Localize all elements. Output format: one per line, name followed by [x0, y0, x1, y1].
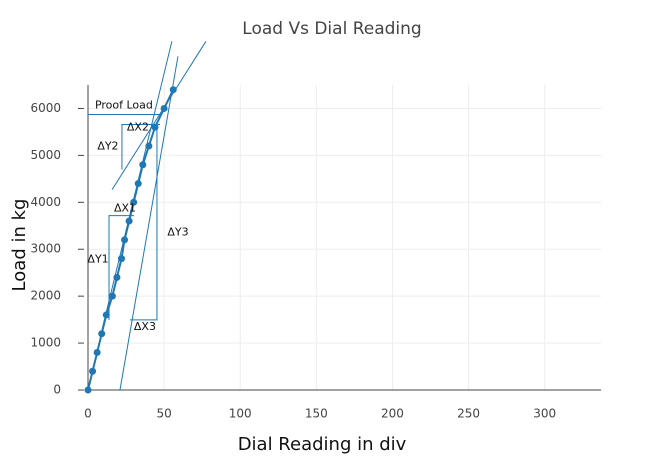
data-point [169, 86, 177, 94]
reference-line [111, 41, 207, 190]
x-tick-label: 100 [229, 407, 252, 421]
data-point [125, 217, 133, 225]
data-point [121, 236, 129, 244]
data-point [130, 198, 138, 206]
annotation: ΔX2 [127, 120, 149, 133]
y-tick-label: 6000 [30, 101, 61, 115]
y-tick-label: 1000 [30, 336, 61, 350]
annotation: ΔY1 [87, 253, 108, 266]
reference-line [130, 124, 158, 321]
reference-line [108, 215, 134, 320]
data-point [117, 255, 125, 263]
annotation: ΔY3 [167, 226, 188, 239]
x-tick-label: 200 [381, 407, 404, 421]
x-tick-label: 50 [156, 407, 171, 421]
data-point [93, 348, 101, 356]
annotation: Proof Load [95, 98, 153, 111]
y-tick-label: 5000 [30, 148, 61, 162]
annotation: ΔX1 [114, 202, 136, 215]
reference-line [121, 123, 161, 170]
y-tick-label: 4000 [30, 195, 61, 209]
data-point [89, 367, 97, 375]
x-tick-label: 300 [533, 407, 556, 421]
data-point [134, 180, 142, 188]
data-point [145, 142, 153, 150]
data-point [160, 104, 168, 112]
annotation: ΔY2 [97, 140, 118, 153]
data-point [98, 330, 106, 338]
x-axis-label: Dial Reading in div [238, 434, 407, 455]
y-tick-label: 2000 [30, 289, 61, 303]
reference-line [119, 56, 179, 391]
data-point [84, 386, 92, 394]
data-point [139, 161, 147, 169]
data-point [151, 123, 159, 131]
data-point [113, 273, 121, 281]
data-point [102, 311, 110, 319]
x-tick-label: 250 [457, 407, 480, 421]
x-tick-label: 0 [84, 407, 92, 421]
annotation: ΔX3 [134, 320, 156, 333]
data-line [87, 89, 175, 391]
y-tick-label: 3000 [30, 242, 61, 256]
data-point [108, 292, 116, 300]
y-axis-label: Load in kg [9, 199, 30, 292]
y-tick-label: 0 [53, 383, 61, 397]
x-tick-label: 150 [305, 407, 328, 421]
chart-title: Load Vs Dial Reading [242, 19, 421, 39]
